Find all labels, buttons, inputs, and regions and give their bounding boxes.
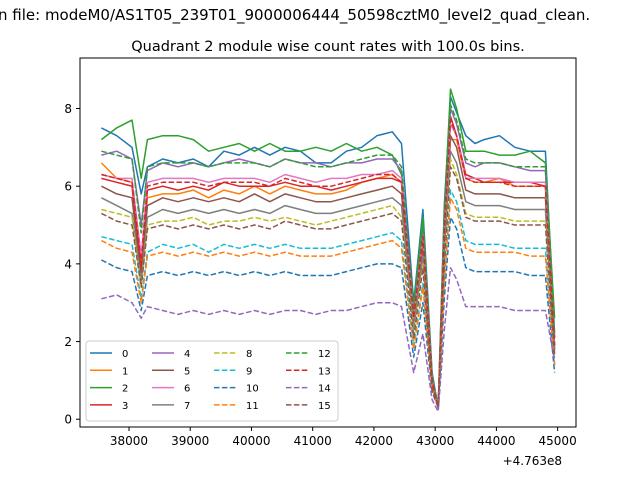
legend-label-7: 7 (184, 401, 190, 412)
x-tick-label: 44000 (477, 434, 515, 448)
legend-label-1: 1 (122, 366, 128, 377)
x-axis-offset-label: +4.763e8 (503, 454, 562, 468)
plot-area (100, 88, 556, 413)
legend-label-4: 4 (184, 349, 190, 360)
legend-label-2: 2 (122, 384, 128, 395)
x-tick-label: 41000 (294, 434, 332, 448)
series-line-14 (101, 266, 556, 413)
legend-label-9: 9 (246, 366, 252, 377)
y-tick-label: 2 (64, 335, 72, 349)
x-tick-label: 43000 (416, 434, 454, 448)
chart-title: Quadrant 2 module wise count rates with … (131, 39, 525, 55)
y-tick-label: 4 (64, 257, 72, 271)
figure-suptitle: n file: modeM0/AS1T05_239T01_9000006444_… (0, 6, 590, 25)
series-line-5 (101, 134, 556, 409)
y-tick-label: 0 (64, 413, 72, 427)
y-tick-label: 6 (64, 180, 72, 194)
y-tick-label: 8 (64, 102, 72, 116)
series-line-2 (100, 88, 556, 409)
axes: 38000 39000 40000 41000 42000 43000 44000 45000… (64, 57, 577, 448)
series-line-7 (101, 150, 556, 409)
legend-label-3: 3 (122, 401, 128, 412)
series-line-10 (101, 216, 556, 409)
series-line-11 (101, 197, 556, 409)
legend-label-8: 8 (246, 349, 252, 360)
x-tick-label: 45000 (539, 434, 577, 448)
legend-label-6: 6 (184, 384, 190, 395)
legend-label-0: 0 (122, 349, 128, 360)
series-line-4 (101, 107, 556, 409)
legend-label-10: 10 (246, 384, 259, 395)
legend-label-15: 15 (318, 401, 331, 412)
series-line-9 (101, 189, 556, 409)
x-tick-label: 40000 (232, 434, 270, 448)
series-line-13 (101, 119, 556, 409)
x-tick-label: 39000 (171, 434, 209, 448)
legend-label-11: 11 (246, 401, 259, 412)
legend-label-5: 5 (184, 366, 190, 377)
x-tick-label: 42000 (355, 434, 393, 448)
legend-box (85, 340, 339, 422)
legend-label-13: 13 (318, 366, 331, 377)
legend-label-12: 12 (318, 349, 331, 360)
series-line-6 (101, 123, 556, 409)
legend-label-14: 14 (318, 384, 331, 395)
plot-frame (79, 57, 577, 428)
series-line-12 (101, 103, 556, 409)
series-line-0 (101, 96, 556, 409)
series-line-15 (101, 166, 556, 409)
x-tick-label: 38000 (110, 434, 148, 448)
